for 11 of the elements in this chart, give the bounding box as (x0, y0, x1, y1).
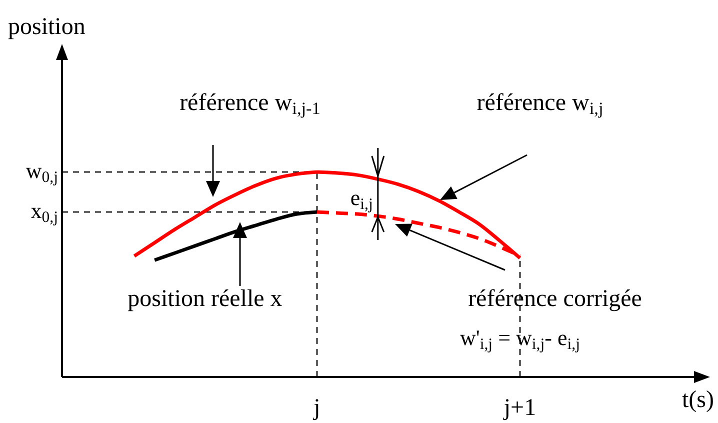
text: t(s) (682, 387, 714, 413)
annotation: e$_{i,j}$ (350, 185, 373, 213)
x-tick-label: j+1 (502, 395, 536, 421)
text: référence w$_{i,j}$ (476, 90, 604, 118)
ref-line-label: w$_{0,j}$ (26, 158, 58, 186)
annotation: référence corrigée (468, 286, 642, 312)
ref-line-label: x$_{0,j}$ (30, 198, 58, 226)
text: position (8, 14, 86, 40)
x-tick-label: j (312, 395, 320, 421)
annotation: position réelle x (128, 286, 282, 312)
text: référence w$_{i,j-1}$ (180, 90, 320, 118)
